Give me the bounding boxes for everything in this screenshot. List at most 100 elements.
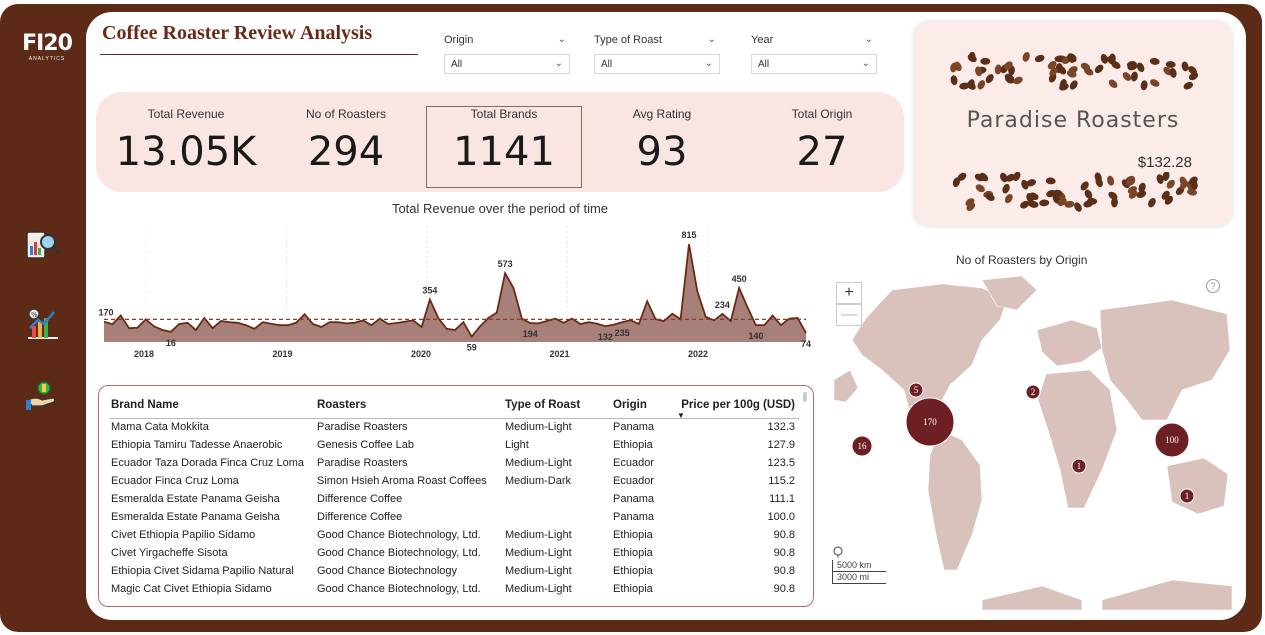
map-bubble-label: 100	[1165, 435, 1179, 445]
cell-type-of-roast: Medium-Light	[505, 547, 572, 559]
kpi-no-of-roasters[interactable]: No of Roasters 294	[268, 92, 424, 192]
cell-brand-name: Ethiopia Civet Sidama Papilio Natural	[111, 565, 294, 577]
nav-growth-chart-button[interactable]: %	[24, 306, 62, 342]
table-scrollbar[interactable]	[803, 392, 807, 402]
coffee-bean	[1162, 172, 1170, 181]
coffee-bean	[1028, 200, 1039, 208]
chevron-down-icon[interactable]: ⌄	[707, 34, 716, 45]
col-type-of-roast[interactable]: Type of Roast	[503, 392, 611, 419]
revenue-area-chart[interactable]: 170 16 354 59 573 194 132 235 815 234 450 140 74 2018…	[96, 226, 816, 366]
map-scale-bar: 5000 km 3000 mi	[832, 546, 886, 584]
cell-brand-name: Civet Yirgacheffe Sisota	[111, 547, 228, 559]
chart-data-label: 74	[801, 339, 811, 349]
map-bubble[interactable]	[905, 397, 955, 447]
coffee-bean	[1161, 190, 1170, 200]
cell-roaster: Good Chance Biotechnology, Ltd.	[317, 547, 481, 559]
coffee-bean	[1005, 76, 1015, 84]
coffee-bean	[1094, 64, 1104, 74]
map-bubble[interactable]	[1154, 422, 1190, 458]
map-scale-km: 5000 km	[832, 560, 886, 572]
cell-roaster: Genesis Coffee Lab	[317, 439, 415, 451]
chevron-down-icon[interactable]: ⌄	[557, 34, 566, 45]
cell-roaster: Simon Hsieh Aroma Roast Coffees	[317, 475, 487, 487]
x-tick-label: 2022	[688, 349, 708, 359]
coffee-bean	[1149, 79, 1160, 87]
cell-price: 132.3	[767, 421, 795, 434]
chevron-down-icon[interactable]: ⌄	[864, 34, 873, 45]
brand-table[interactable]: Brand Name Roasters Type of Roast Origin…	[98, 385, 814, 607]
coffee-bean	[1149, 57, 1160, 65]
filter-roast-dropdown[interactable]: All ⌄	[594, 54, 720, 74]
cell-price: 100.0	[767, 511, 795, 523]
coffee-bean	[1111, 197, 1118, 208]
kpi-total-origin[interactable]: Total Origin 27	[744, 92, 900, 192]
coffee-bean	[979, 172, 989, 182]
coffee-bean	[950, 62, 958, 73]
cell-roaster: Paradise Roasters	[317, 421, 408, 434]
nav-report-search-button[interactable]	[24, 228, 62, 264]
map-bubble[interactable]	[1071, 458, 1087, 474]
map-bubble[interactable]	[851, 435, 873, 457]
table-row[interactable]: Mama Cata Mokkita Paradise Roasters Medium…	[109, 418, 799, 436]
cell-type-of-roast: Medium-Light	[505, 457, 572, 469]
kpi-total-revenue[interactable]: Total Revenue 13.05K	[108, 92, 264, 192]
table-row[interactable]: Ecuador Taza Dorada Finca Cruz Loma Parad…	[109, 454, 799, 472]
cell-origin: Ethiopia	[613, 439, 653, 451]
coffee-bean	[1067, 53, 1075, 63]
chart-data-label: 59	[467, 343, 477, 353]
coffee-bean	[1130, 71, 1138, 82]
coffee-bean	[1148, 198, 1156, 208]
coffee-beans-top-image	[950, 52, 1198, 91]
table-row[interactable]: Ethiopia Tamiru Tadesse Anaerobic Genesis…	[109, 436, 799, 454]
coffee-bean	[1080, 62, 1091, 71]
map-bubble-label: 170	[923, 417, 937, 427]
map-zoom-in-button[interactable]: +	[836, 282, 862, 304]
coffee-bean	[1049, 67, 1058, 77]
col-price-per-100g[interactable]: Price per 100g (USD) ▼	[675, 392, 799, 420]
coffee-bean	[1106, 56, 1116, 65]
map-bubble[interactable]	[908, 382, 924, 398]
col-roasters[interactable]: Roasters	[315, 392, 503, 419]
cell-origin: Panama	[613, 511, 654, 523]
map-bubble[interactable]	[1025, 384, 1041, 400]
coffee-bean	[1064, 200, 1075, 208]
filter-year-dropdown[interactable]: All ⌄	[751, 54, 877, 74]
top-roaster-card[interactable]: Paradise Roasters $132.28	[914, 22, 1232, 226]
kpi-avg-rating[interactable]: Avg Rating 93	[584, 92, 740, 192]
filter-roast-label: Type of Roast	[594, 34, 662, 46]
nav-money-hand-button[interactable]	[24, 378, 62, 414]
map-help-icon[interactable]: ?	[1206, 279, 1220, 293]
kpi-label: Total Brands	[470, 107, 538, 121]
map-bubbles: 170 100 16 5 2 1 1	[851, 382, 1195, 504]
kpi-total-brands[interactable]: Total Brands 1141	[426, 106, 582, 188]
kpi-value: 1141	[453, 129, 555, 175]
logo-subtext: ANALYTICS	[28, 56, 66, 62]
table-row[interactable]: Ethiopia Civet Sidama Papilio Natural Goo…	[109, 562, 799, 580]
map-zoom-out-button[interactable]: —	[836, 304, 862, 326]
roasters-world-map[interactable]: 170 100 16 5 2 1 1	[832, 270, 1232, 610]
table-row[interactable]: Esmeralda Estate Panama Geisha Difference…	[109, 490, 799, 508]
coffee-bean	[1190, 179, 1198, 190]
growth-chart-icon: %	[28, 308, 58, 339]
map-bubble[interactable]	[1179, 488, 1195, 504]
table-row[interactable]: Esmeralda Estate Panama Geisha Difference…	[109, 508, 799, 526]
col-origin[interactable]: Origin	[611, 392, 675, 419]
cell-brand-name: Esmeralda Estate Panama Geisha	[111, 511, 280, 523]
table-row[interactable]: Ecuador Finca Cruz Loma Simon Hsieh Aroma…	[109, 472, 799, 490]
chart-data-label: 16	[166, 338, 176, 348]
cell-brand-name: Ecuador Finca Cruz Loma	[111, 475, 239, 487]
table-row[interactable]: Civet Ethiopia Papilio Sidamo Good Chance…	[109, 526, 799, 544]
col-brand-name[interactable]: Brand Name	[109, 392, 315, 419]
coffee-bean	[1108, 191, 1118, 200]
x-tick-label: 2019	[273, 349, 293, 359]
filter-origin-dropdown[interactable]: All ⌄	[444, 54, 570, 74]
cell-price: 111.1	[769, 493, 795, 505]
coffee-bean	[1095, 177, 1103, 188]
map-title: No of Roasters by Origin	[956, 253, 1088, 267]
cell-roaster: Good Chance Biotechnology, Ltd.	[317, 529, 481, 541]
coffee-bean	[1188, 72, 1198, 81]
table-row[interactable]: Magic Cat Civet Ethiopia Sidamo Good Chan…	[109, 580, 799, 598]
coffee-bean	[977, 80, 986, 90]
table-row[interactable]: Civet Yirgacheffe Sisota Good Chance Biot…	[109, 544, 799, 562]
map-zoom-controls: + —	[836, 282, 862, 326]
